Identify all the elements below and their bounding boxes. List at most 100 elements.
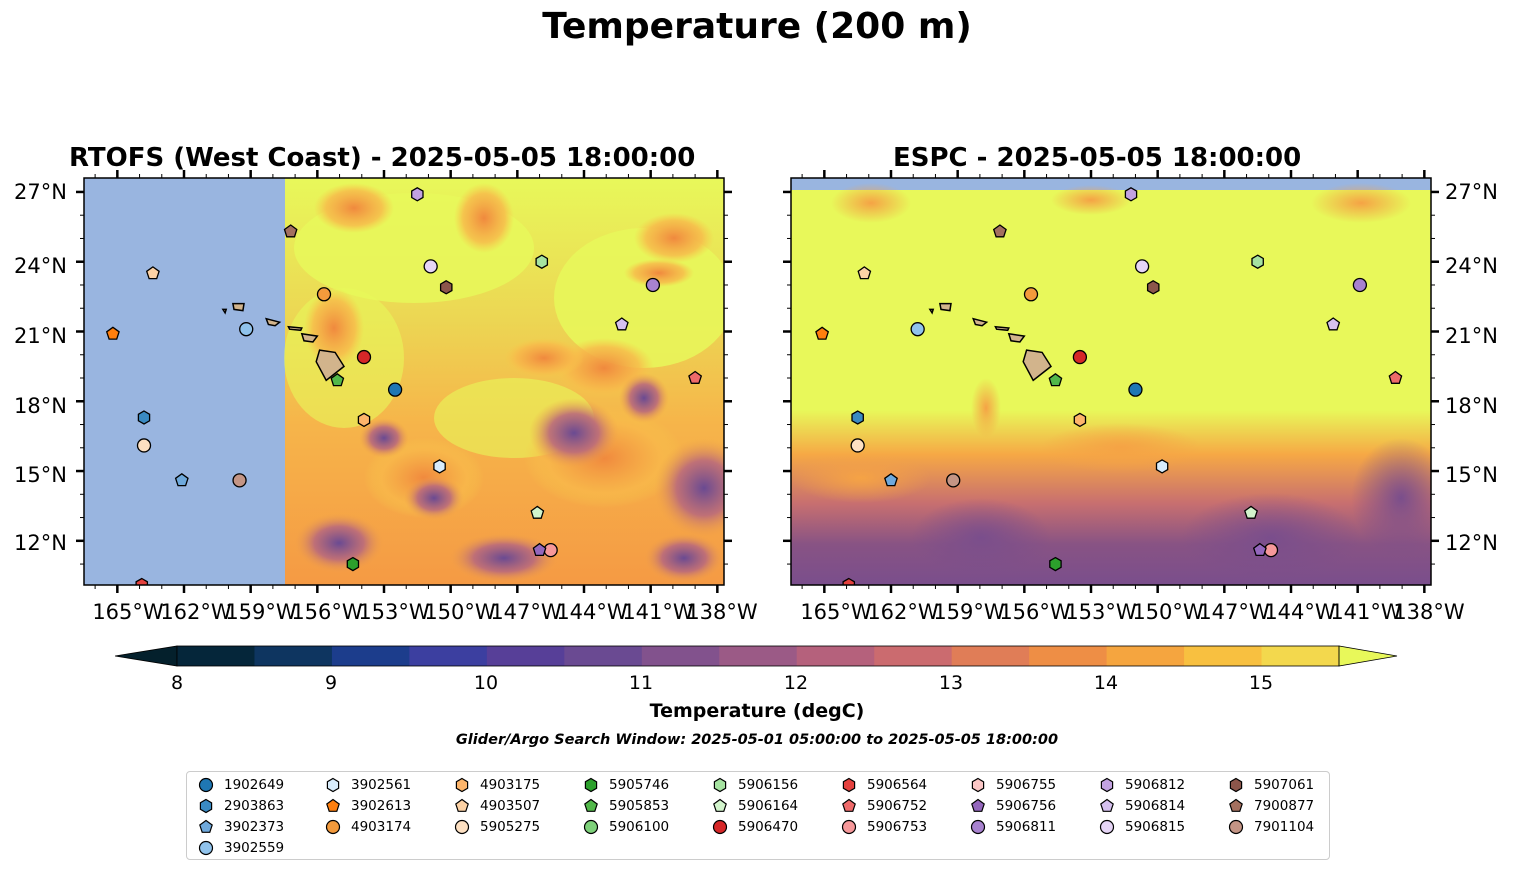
legend-hexagon-icon: [1100, 777, 1114, 793]
float-marker-5906752[interactable]: [688, 370, 703, 384]
float-marker-5905275[interactable]: [136, 438, 152, 453]
colorbar-bin: [1184, 646, 1263, 666]
float-marker-5906756[interactable]: [532, 542, 547, 557]
float-marker-4903174[interactable]: [1023, 287, 1039, 302]
figure-title: Temperature (200 m): [542, 6, 972, 47]
colorbar-label: Temperature (degC): [649, 700, 865, 722]
float-marker-3902373[interactable]: [884, 472, 898, 487]
map-espc[interactable]: [791, 178, 1431, 585]
legend-item-5906756: 5906756: [969, 796, 1056, 816]
float-marker-5905746[interactable]: [1049, 556, 1062, 572]
island-niihau: [221, 308, 228, 315]
legend-item-5906156: 5906156: [711, 775, 798, 795]
float-marker-3902559[interactable]: [239, 322, 254, 337]
float-marker-3902613[interactable]: [815, 326, 830, 340]
float-marker-5906564[interactable]: [842, 577, 856, 586]
legend-label: 5906156: [738, 777, 799, 793]
colorbar-bin: [719, 646, 798, 666]
lon-label-138w-right: 138°W: [1393, 600, 1465, 624]
espc-eddies: [791, 183, 1431, 583]
float-marker-5906814[interactable]: [1326, 317, 1341, 331]
colorbar-bin: [1029, 646, 1108, 666]
float-legend: 1902649 2903863 3902373 3902559 3902561 39026…: [186, 771, 1330, 860]
float-marker-7900877[interactable]: [283, 224, 298, 238]
legend-hexagon-icon: [842, 777, 856, 793]
legend-circle-icon: [198, 840, 214, 856]
legend-item-3902613: 3902613: [324, 796, 411, 816]
float-marker-5906811[interactable]: [645, 277, 661, 293]
rtofs-float-markers: [105, 187, 703, 586]
float-marker-5906756[interactable]: [1252, 542, 1267, 557]
float-marker-4903175[interactable]: [1073, 412, 1087, 428]
float-marker-4903507[interactable]: [857, 266, 872, 280]
legend-item-3902559: 3902559: [197, 838, 284, 858]
float-marker-2903863[interactable]: [137, 410, 151, 425]
colorbar-bin: [796, 646, 875, 666]
float-marker-1902649[interactable]: [387, 382, 403, 397]
legend-label: 2903863: [224, 798, 285, 814]
lat-label-18n-left: 18°N: [14, 394, 67, 418]
colorbar-tick-9: 9: [324, 672, 338, 694]
float-marker-3902559[interactable]: [910, 322, 925, 337]
float-marker-5907061[interactable]: [439, 280, 453, 295]
float-marker-5905746[interactable]: [346, 556, 360, 572]
float-marker-2903863[interactable]: [851, 410, 864, 425]
float-marker-5906156[interactable]: [1251, 254, 1264, 269]
float-marker-5906470[interactable]: [1072, 349, 1088, 365]
legend-label: 5906814: [1125, 798, 1186, 814]
float-marker-3902561[interactable]: [433, 459, 446, 474]
lat-label-18n-right: 18°N: [1445, 394, 1498, 418]
float-marker-4903175[interactable]: [357, 412, 371, 428]
float-marker-5906156[interactable]: [535, 254, 549, 269]
search-window-text: Glider/Argo Search Window: 2025-05-01 05…: [455, 732, 1059, 748]
colorbar-bin: [1106, 646, 1185, 666]
float-marker-3902561[interactable]: [1155, 459, 1169, 474]
legend-label: 5907061: [1254, 777, 1315, 793]
float-marker-5907061[interactable]: [1146, 280, 1160, 295]
panel-title-rtofs: RTOFS (West Coast) - 2025-05-05 18:00:00: [69, 143, 696, 173]
legend-item-7900877: 7900877: [1227, 796, 1314, 816]
float-marker-5906564[interactable]: [135, 577, 149, 586]
map-rtofs[interactable]: [84, 178, 724, 585]
float-marker-5906164[interactable]: [1244, 505, 1258, 519]
legend-label: 5906753: [867, 819, 928, 835]
legend-hexagon-icon: [713, 777, 727, 793]
legend-hexagon-icon: [199, 798, 213, 814]
legend-label: 5906756: [996, 798, 1057, 814]
legend-pentagon-icon: [326, 798, 340, 812]
float-marker-5906164[interactable]: [530, 505, 545, 519]
lat-label-21n-left: 21°N: [14, 324, 67, 348]
float-marker-7900877[interactable]: [992, 224, 1007, 238]
colorbar-bin: [641, 646, 720, 666]
float-marker-5906752[interactable]: [1388, 370, 1403, 384]
lon-label-147w-left: 147°W: [490, 600, 562, 624]
lon-label-153w-right: 153°W: [1065, 600, 1137, 624]
float-marker-5906811[interactable]: [1352, 277, 1368, 293]
legend-item-5907061: 5907061: [1227, 775, 1314, 795]
float-marker-4903174[interactable]: [316, 287, 332, 302]
float-marker-5906812[interactable]: [411, 187, 424, 202]
legend-item-5906752: 5906752: [840, 796, 927, 816]
float-marker-5905275[interactable]: [850, 438, 865, 453]
legend-label: 4903175: [480, 777, 541, 793]
island-molokai: [287, 325, 303, 332]
float-marker-7901104[interactable]: [946, 473, 961, 488]
legend-circle-icon: [198, 777, 214, 793]
legend-item-7901104: 7901104: [1227, 817, 1314, 837]
float-marker-5905853[interactable]: [1048, 372, 1063, 387]
float-marker-3902613[interactable]: [105, 326, 120, 340]
float-marker-5906812[interactable]: [1124, 187, 1138, 202]
float-marker-5906814[interactable]: [614, 317, 629, 331]
float-marker-5906815[interactable]: [1134, 259, 1150, 274]
float-marker-5906470[interactable]: [356, 349, 372, 365]
legend-item-4903174: 4903174: [324, 817, 411, 837]
float-marker-5905853[interactable]: [330, 372, 345, 387]
lat-label-27n-right: 27°N: [1445, 180, 1498, 204]
float-marker-4903507[interactable]: [145, 266, 160, 280]
float-marker-5906815[interactable]: [423, 259, 438, 274]
float-marker-3902373[interactable]: [174, 472, 189, 487]
colorbar-bin: [1261, 646, 1340, 666]
float-marker-7901104[interactable]: [232, 473, 247, 488]
float-marker-1902649[interactable]: [1128, 382, 1143, 397]
island-maui: [300, 332, 319, 343]
